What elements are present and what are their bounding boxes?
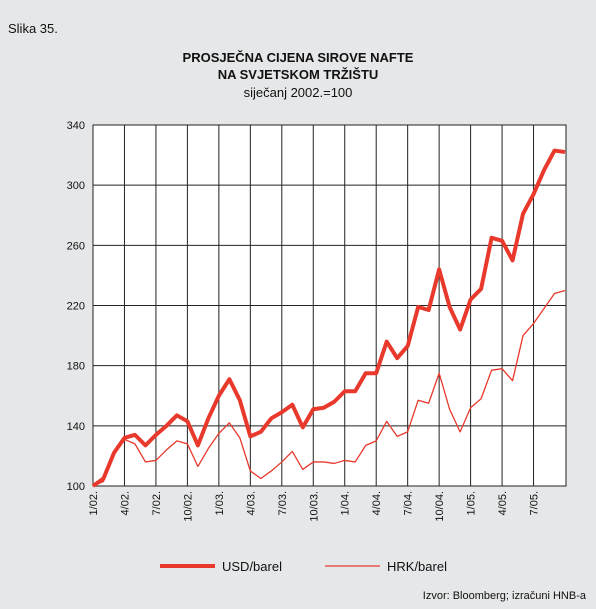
figure-label: Slika 35. [8,21,58,36]
y-tick-label: 140 [67,421,85,433]
legend-label: USD/barel [222,559,282,574]
x-tick-label: 4/05. [497,491,509,515]
x-tick-label: 7/02. [151,491,163,515]
x-tick-label: 1/05. [466,491,478,515]
x-tick-label: 10/02. [182,491,194,522]
x-tick-label: 4/02. [119,491,131,515]
y-tick-label: 180 [67,361,85,373]
y-tick-label: 220 [67,301,85,313]
chart-subtitle: siječanj 2002.=100 [244,85,353,100]
x-tick-label: 10/04. [434,491,446,522]
line-series [92,289,566,487]
x-tick-label: 1/04. [340,491,352,515]
x-tick-label: 7/04. [403,491,415,515]
x-tick-label: 4/03. [245,491,257,515]
x-tick-label: 4/04. [371,491,383,515]
chart-title: PROSJEČNA CIJENA SIROVE NAFTE [183,50,414,65]
y-tick-label: 300 [67,180,85,192]
legend-label: HRK/barel [387,559,447,574]
source: Izvor: Bloomberg; izračuni HNB-a [423,590,587,602]
x-tick-label: 10/03. [308,491,320,522]
y-tick-label: 340 [67,120,85,132]
y-tick-label: 260 [67,240,85,252]
chart-title: NA SVJETSKOM TRŽIŠTU [218,67,379,82]
x-tick-label: 7/05. [529,491,541,515]
x-tick-label: 7/03. [277,491,289,515]
y-tick-label: 100 [67,481,85,493]
x-tick-label: 1/02. [88,491,100,515]
x-tick-label: 1/03. [214,491,226,515]
plot-border [92,124,567,487]
line-series [91,148,566,488]
